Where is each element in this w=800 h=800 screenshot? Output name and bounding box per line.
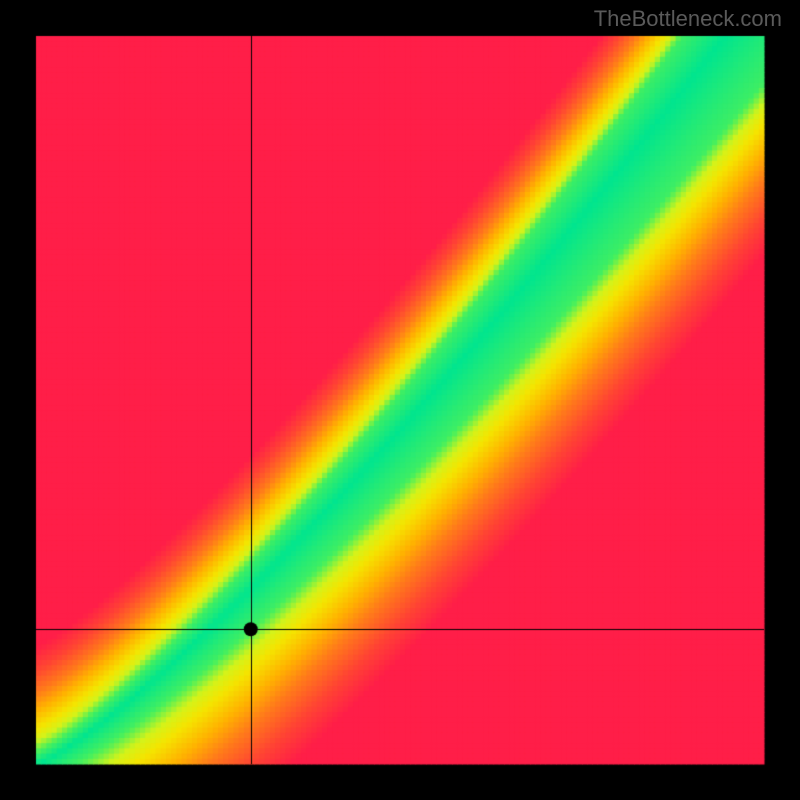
chart-container: TheBottleneck.com [0, 0, 800, 800]
heatmap-canvas [0, 0, 800, 800]
watermark-text: TheBottleneck.com [594, 6, 782, 32]
